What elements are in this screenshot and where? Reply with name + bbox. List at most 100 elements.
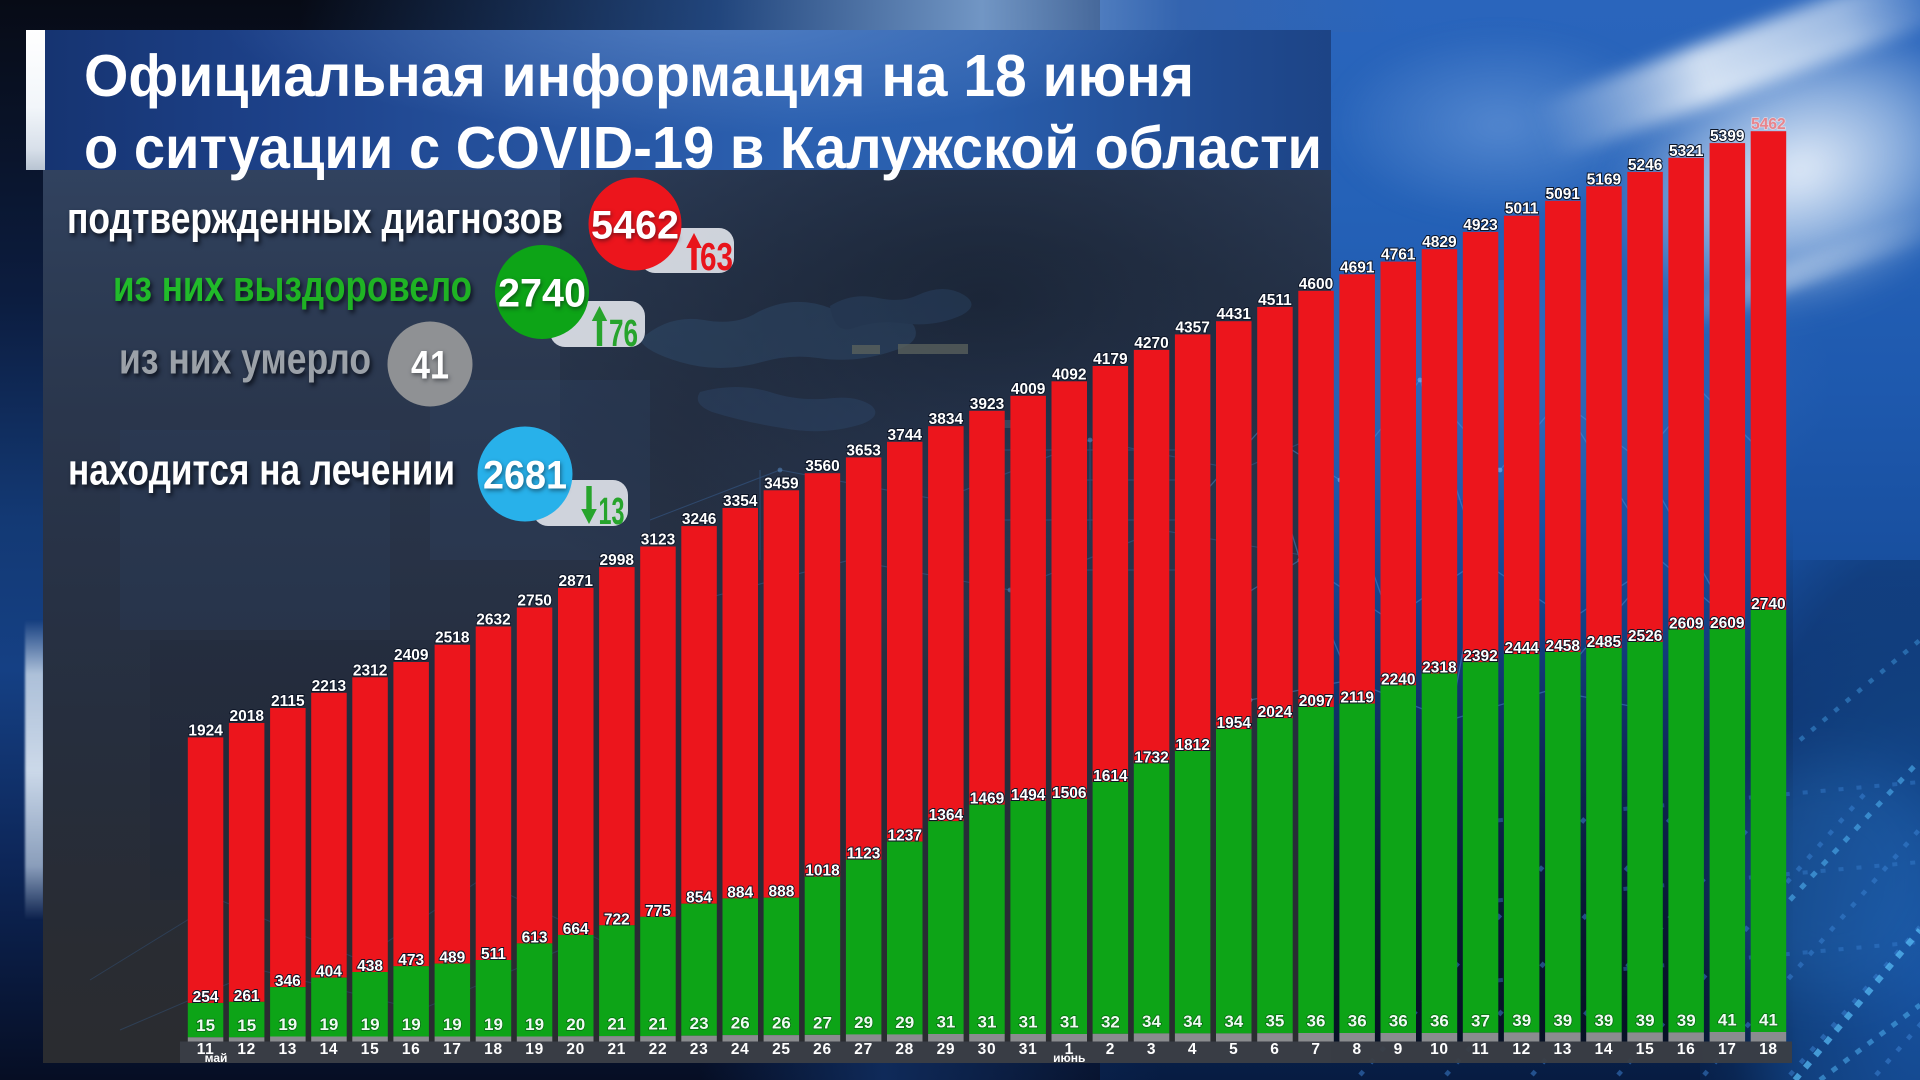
svg-text:31: 31 <box>1019 1041 1038 1058</box>
svg-text:12: 12 <box>1512 1041 1531 1058</box>
svg-text:41: 41 <box>1759 1011 1778 1030</box>
svg-text:Официальная информация на 18 и: Официальная информация на 18 июня <box>84 43 1194 109</box>
svg-text:27: 27 <box>813 1013 832 1032</box>
svg-text:19: 19 <box>319 1015 338 1034</box>
svg-text:39: 39 <box>1594 1011 1613 1030</box>
svg-text:31: 31 <box>1019 1013 1038 1032</box>
svg-text:5169: 5169 <box>1587 171 1622 188</box>
svg-text:11: 11 <box>197 1041 215 1058</box>
svg-text:63: 63 <box>700 236 733 279</box>
svg-text:4009: 4009 <box>1011 381 1046 398</box>
svg-text:5091: 5091 <box>1546 186 1581 203</box>
svg-text:5462: 5462 <box>1751 116 1785 133</box>
svg-text:2609: 2609 <box>1669 616 1704 633</box>
svg-text:2458: 2458 <box>1546 638 1581 655</box>
svg-text:2018: 2018 <box>229 708 264 725</box>
svg-text:30: 30 <box>978 1041 997 1058</box>
svg-text:2024: 2024 <box>1258 704 1293 721</box>
svg-text:15: 15 <box>1636 1041 1655 1058</box>
svg-text:20: 20 <box>566 1041 585 1058</box>
svg-text:2750: 2750 <box>517 593 551 610</box>
svg-text:4691: 4691 <box>1340 259 1375 276</box>
svg-text:29: 29 <box>937 1041 956 1058</box>
svg-text:2740: 2740 <box>1751 596 1785 613</box>
svg-text:23: 23 <box>690 1041 709 1058</box>
svg-text:34: 34 <box>1224 1012 1243 1031</box>
svg-text:5462: 5462 <box>591 204 679 248</box>
svg-text:664: 664 <box>563 921 589 938</box>
svg-text:1732: 1732 <box>1134 749 1168 766</box>
svg-text:находится на лечении: находится на лечении <box>68 446 455 495</box>
svg-text:17: 17 <box>443 1041 462 1058</box>
svg-text:3834: 3834 <box>929 411 964 428</box>
svg-text:8: 8 <box>1353 1041 1362 1058</box>
svg-text:19: 19 <box>525 1041 544 1058</box>
svg-text:884: 884 <box>727 884 753 901</box>
svg-text:1469: 1469 <box>970 791 1005 808</box>
svg-text:775: 775 <box>645 903 671 920</box>
svg-text:14: 14 <box>1595 1041 1614 1058</box>
svg-text:июнь: июнь <box>1053 1051 1085 1065</box>
svg-text:19: 19 <box>278 1015 297 1034</box>
svg-text:4092: 4092 <box>1052 366 1086 383</box>
svg-text:17: 17 <box>1718 1041 1737 1058</box>
svg-text:5: 5 <box>1229 1041 1238 1058</box>
svg-text:854: 854 <box>686 890 712 907</box>
svg-text:26: 26 <box>772 1014 791 1033</box>
svg-text:37: 37 <box>1471 1011 1490 1030</box>
svg-text:2119: 2119 <box>1340 690 1374 707</box>
svg-text:1123: 1123 <box>847 846 881 863</box>
svg-text:29: 29 <box>895 1013 914 1032</box>
svg-text:2526: 2526 <box>1628 628 1663 645</box>
svg-text:3653: 3653 <box>846 442 881 459</box>
svg-text:3246: 3246 <box>682 511 717 528</box>
svg-text:3459: 3459 <box>764 475 799 492</box>
svg-text:2240: 2240 <box>1381 671 1415 688</box>
svg-text:4431: 4431 <box>1217 306 1252 323</box>
svg-text:76: 76 <box>609 313 638 355</box>
svg-text:21: 21 <box>649 1015 668 1034</box>
svg-text:2392: 2392 <box>1463 648 1497 665</box>
svg-text:выздоровело: выздоровело <box>233 262 472 311</box>
svg-text:28: 28 <box>895 1041 914 1058</box>
svg-text:2444: 2444 <box>1504 640 1539 657</box>
svg-text:2681: 2681 <box>483 454 567 498</box>
svg-text:254: 254 <box>193 989 219 1006</box>
svg-text:13: 13 <box>599 491 625 533</box>
svg-text:2312: 2312 <box>353 662 387 679</box>
svg-text:25: 25 <box>772 1041 791 1058</box>
svg-text:5399: 5399 <box>1710 128 1745 145</box>
svg-text:489: 489 <box>439 950 465 967</box>
svg-text:2: 2 <box>1106 1041 1115 1058</box>
svg-text:23: 23 <box>690 1014 709 1033</box>
svg-text:18: 18 <box>484 1041 503 1058</box>
svg-text:32: 32 <box>1101 1012 1120 1031</box>
svg-text:511: 511 <box>481 946 506 963</box>
svg-text:15: 15 <box>237 1016 256 1035</box>
svg-text:1364: 1364 <box>929 807 964 824</box>
svg-text:29: 29 <box>854 1013 873 1032</box>
svg-text:2998: 2998 <box>600 552 635 569</box>
svg-text:4357: 4357 <box>1175 319 1209 336</box>
svg-text:о ситуации с COVID-19 в Калужс: о ситуации с COVID-19 в Калужской област… <box>84 115 1322 181</box>
svg-text:404: 404 <box>316 964 342 981</box>
svg-text:31: 31 <box>978 1013 997 1032</box>
svg-text:16: 16 <box>1677 1041 1696 1058</box>
svg-text:1494: 1494 <box>1011 787 1046 804</box>
svg-text:3354: 3354 <box>723 493 758 510</box>
svg-text:2871: 2871 <box>558 573 593 590</box>
svg-text:19: 19 <box>402 1015 421 1034</box>
svg-text:5246: 5246 <box>1628 157 1663 174</box>
svg-text:1506: 1506 <box>1052 785 1087 802</box>
svg-text:2740: 2740 <box>498 272 586 316</box>
svg-text:3: 3 <box>1147 1041 1156 1058</box>
svg-text:10: 10 <box>1430 1041 1449 1058</box>
svg-text:из них: из них <box>113 262 224 311</box>
svg-text:31: 31 <box>1060 1013 1079 1032</box>
svg-text:261: 261 <box>234 988 260 1005</box>
svg-text:2518: 2518 <box>435 630 470 647</box>
svg-text:1812: 1812 <box>1175 737 1209 754</box>
svg-text:26: 26 <box>813 1041 832 1058</box>
svg-text:15: 15 <box>361 1041 380 1058</box>
svg-text:41: 41 <box>1718 1011 1737 1030</box>
